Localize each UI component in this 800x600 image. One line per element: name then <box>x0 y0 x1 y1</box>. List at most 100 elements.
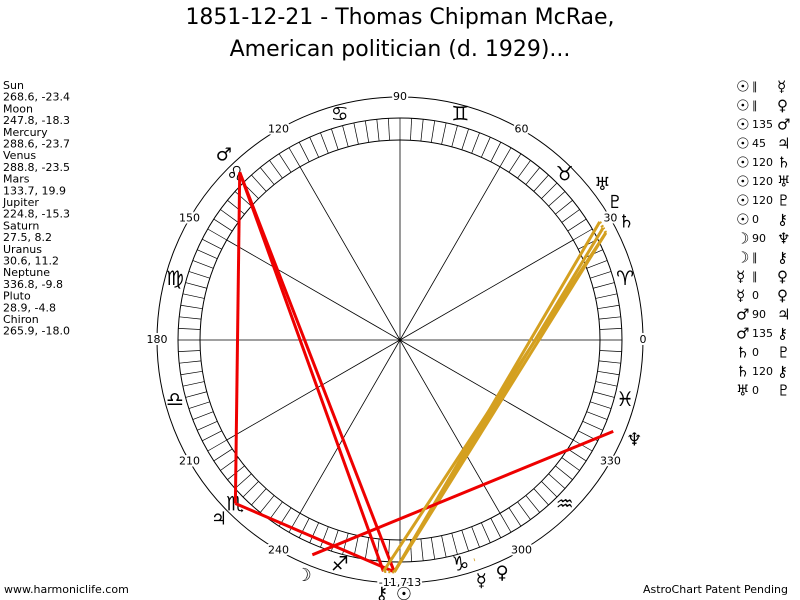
spoke <box>299 339 401 514</box>
planet-coords: 265.9, -18.0 <box>3 325 70 338</box>
degree-label: 150 <box>179 212 200 225</box>
planet-glyph: ♆ <box>626 429 642 450</box>
ring-tick <box>298 518 310 538</box>
ring-tick <box>213 448 233 462</box>
planet-glyph: ♃ <box>211 509 227 530</box>
aspect-p2: ♇ <box>777 192 790 210</box>
aspect-type: 90 <box>752 308 766 321</box>
aspect-line <box>598 221 605 229</box>
aspect-p2: ♇ <box>777 382 790 400</box>
ring-tick <box>364 120 370 143</box>
ring-tick <box>533 174 549 192</box>
planet-coords: 336.8, -9.8 <box>3 278 63 291</box>
aspect-line <box>383 569 395 574</box>
planet-coords: 247.8, -18.3 <box>3 114 70 127</box>
aspect-type: 90 <box>752 232 766 245</box>
ring-tick <box>461 530 469 552</box>
ring-tick <box>525 167 540 185</box>
aspect-type: 45 <box>752 137 766 150</box>
ring-tick <box>197 421 218 431</box>
ring-tick <box>207 439 227 452</box>
ring-tick <box>598 316 621 320</box>
ring-tick <box>234 191 252 207</box>
ring-tick <box>533 488 549 506</box>
title-line: American politician (d. 1929)... <box>230 37 571 62</box>
ring-tick <box>207 228 227 241</box>
degree-label: 120 <box>268 123 289 136</box>
aspect-type: ∥ <box>752 270 758 283</box>
planet-coords: 27.5, 8.2 <box>3 231 52 244</box>
ring-tick <box>202 430 222 442</box>
aspect-p1: ♄ <box>736 363 749 381</box>
aspect-p1: ☉ <box>736 116 749 134</box>
ring-tick <box>260 495 275 513</box>
aspect-p2: ⚷ <box>777 249 788 267</box>
planet-glyph: ☉ <box>396 584 412 600</box>
aspect-line <box>234 502 395 574</box>
footer-left: www.harmoniclife.com <box>4 583 129 596</box>
degree-label: 180 <box>147 333 168 346</box>
zodiac-sign: ♍ <box>166 266 184 290</box>
planet-glyph: ☿ <box>476 571 487 592</box>
aspect-p1: ☉ <box>736 192 749 210</box>
aspect-type: 120 <box>752 156 773 169</box>
aspect-line <box>238 171 385 572</box>
ring-tick <box>593 391 615 398</box>
planet-name: Uranus <box>3 243 42 256</box>
planet-coords: 268.6, -23.4 <box>3 91 70 104</box>
ring-tick <box>309 522 319 543</box>
ring-tick <box>586 411 608 420</box>
spoke <box>299 166 401 341</box>
ring-tick <box>597 304 620 310</box>
aspect-p2: ☿ <box>777 78 786 96</box>
footer-right: AstroChart Patent Pending <box>643 583 788 596</box>
ring-tick <box>182 293 205 299</box>
ring-tick <box>430 120 436 143</box>
aspect-type: ∥ <box>752 99 758 112</box>
ring-tick <box>441 122 447 145</box>
planet-glyph: ⚷ <box>375 583 388 600</box>
ring-tick <box>597 370 620 376</box>
aspect-p2: ♀ <box>777 97 788 115</box>
ring-tick <box>599 328 622 330</box>
planet-name: Saturn <box>3 219 39 232</box>
ring-tick <box>227 200 245 215</box>
ring-tick <box>561 457 580 471</box>
degree-label: 90 <box>393 90 407 103</box>
ring-tick <box>269 501 283 520</box>
ring-tick <box>567 448 587 462</box>
zodiac-sign: ♉ <box>556 162 574 186</box>
aspect-line <box>311 430 614 557</box>
planet-coords: 224.8, -15.3 <box>3 208 70 221</box>
aspect-p2: ♂ <box>777 116 790 134</box>
aspect-p2: ♅ <box>777 173 790 191</box>
ring-tick <box>269 160 283 179</box>
ring-tick <box>548 473 566 489</box>
ring-tick <box>490 142 502 162</box>
aspect-type: 0 <box>752 346 759 359</box>
aspect-type: ∥ <box>752 251 758 264</box>
ring-tick <box>548 191 566 207</box>
aspect-type: ∥ <box>752 80 758 93</box>
ring-tick <box>288 513 301 533</box>
ring-tick <box>213 218 233 232</box>
ring-tick <box>197 249 218 259</box>
ring-tick <box>599 350 622 352</box>
ring-tick <box>185 282 207 289</box>
degree-label: 330 <box>600 455 621 468</box>
ring-tick <box>410 118 412 141</box>
spoke <box>226 339 401 441</box>
ring-tick <box>582 421 603 431</box>
zodiac-sign: ♊ <box>451 101 469 125</box>
planet-coords: 30.6, 11.2 <box>3 255 59 268</box>
planet-glyph: ☽ <box>296 565 312 586</box>
aspect-p2: ⚷ <box>777 325 788 343</box>
zodiac-sign: ♈ <box>616 266 634 290</box>
degree-label: 210 <box>179 455 200 468</box>
ring-tick <box>251 488 267 506</box>
aspect-p1: ☿ <box>736 268 745 286</box>
aspect-p2: ♀ <box>777 287 788 305</box>
zodiac-sign: ♋ <box>331 101 349 125</box>
degree-label: 240 <box>268 543 289 556</box>
